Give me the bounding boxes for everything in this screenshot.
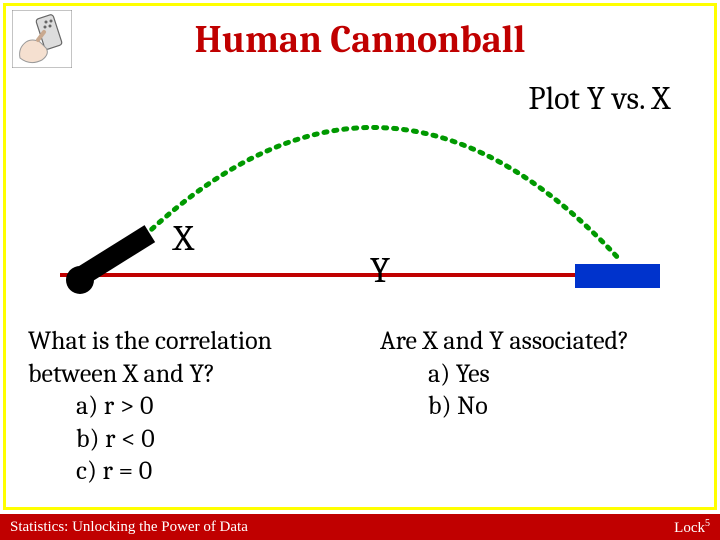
footer-left: Statistics: Unlocking the Power of Data bbox=[10, 519, 248, 536]
footer-bar: Statistics: Unlocking the Power of Data … bbox=[0, 514, 720, 540]
q2-option-a: a) Yes bbox=[380, 358, 629, 391]
footer-right-base: Lock bbox=[674, 520, 705, 536]
question-correlation: What is the correlation between X and Y?… bbox=[28, 325, 272, 488]
cannonball-diagram bbox=[20, 80, 700, 300]
q2-option-b: b) No bbox=[380, 390, 629, 423]
footer-right-sup: 5 bbox=[705, 518, 710, 529]
q1-line1: What is the correlation bbox=[28, 326, 272, 356]
q1-option-b: b) r < 0 bbox=[28, 423, 272, 456]
label-y: Y bbox=[370, 250, 390, 291]
q1-option-a: a) r > 0 bbox=[28, 390, 272, 423]
q2-line1: Are X and Y associated? bbox=[380, 326, 629, 356]
q1-line2: between X and Y? bbox=[28, 359, 215, 389]
question-association: Are X and Y associated? a) Yes b) No bbox=[380, 325, 629, 423]
q1-option-c: c) r = 0 bbox=[28, 455, 272, 488]
label-x: X bbox=[173, 218, 194, 259]
slide-title: Human Cannonball bbox=[0, 18, 720, 62]
footer-right: Lock5 bbox=[674, 518, 710, 537]
